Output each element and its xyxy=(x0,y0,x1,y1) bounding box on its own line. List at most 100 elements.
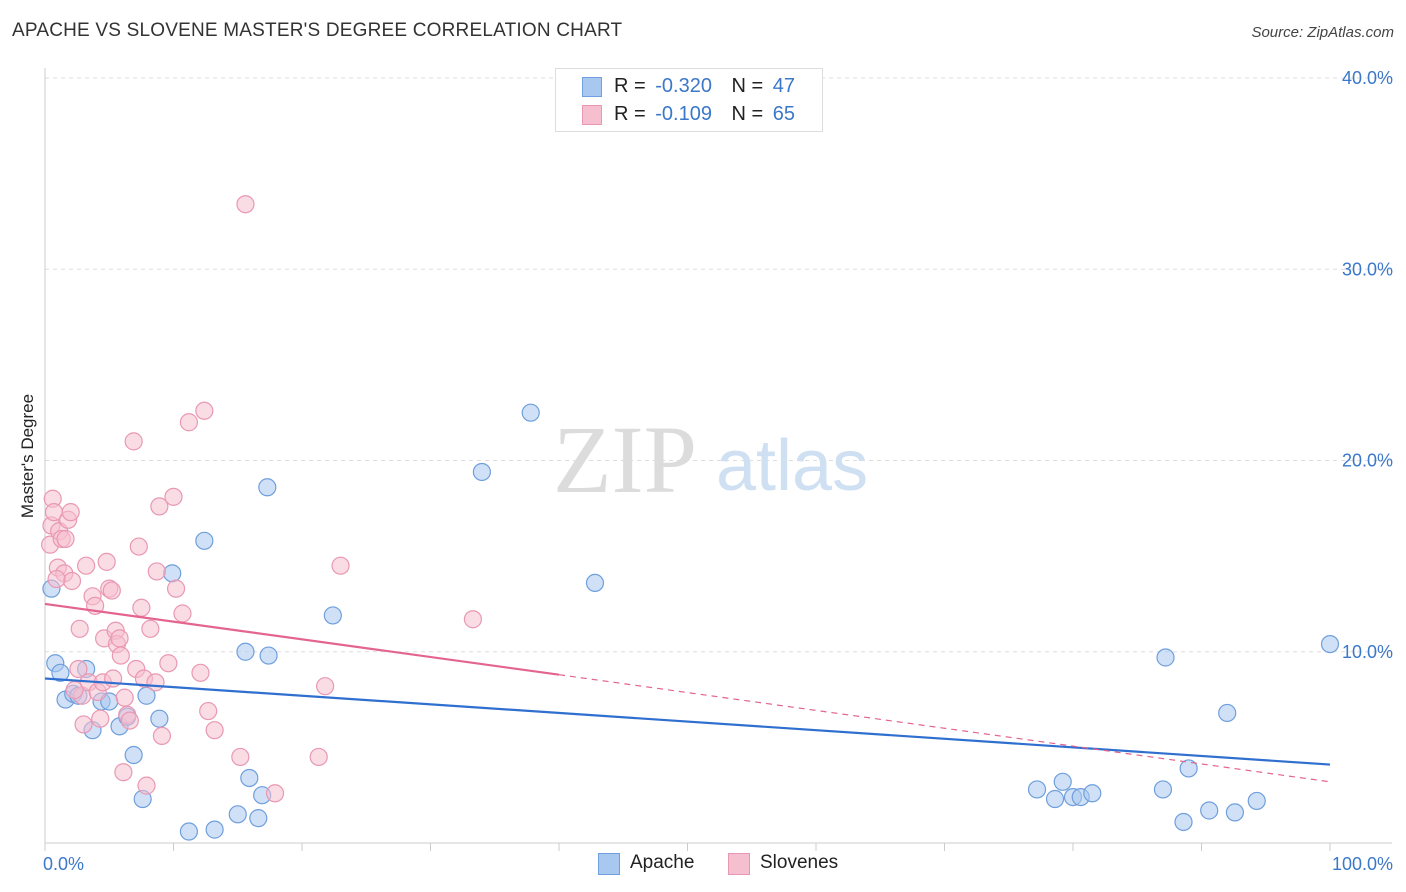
slovene-point xyxy=(132,598,151,617)
trend-layer xyxy=(44,602,1331,783)
apache-point xyxy=(205,820,224,839)
slovene-point xyxy=(97,552,116,571)
apache-point xyxy=(124,745,143,765)
watermark-zip: ZIP xyxy=(553,406,697,513)
apache-point xyxy=(1045,789,1065,809)
apache-point xyxy=(1174,812,1193,832)
slovene-point xyxy=(110,629,129,648)
slovene-point xyxy=(114,763,133,782)
slovene-point xyxy=(74,715,93,734)
apache-point xyxy=(1179,759,1198,778)
apache-point xyxy=(323,606,342,625)
slovene-point xyxy=(195,401,214,420)
slovene-point xyxy=(205,721,224,740)
axes-layer xyxy=(44,68,1392,851)
slovenes-legend-label: Slovenes xyxy=(760,852,839,873)
apache-point xyxy=(228,805,247,824)
slovene-point xyxy=(166,579,186,598)
slovene-point xyxy=(120,711,139,730)
slovene-point xyxy=(231,747,250,767)
slovene-point xyxy=(147,562,166,581)
slovene-point xyxy=(173,604,192,623)
apache-swatch xyxy=(582,77,602,97)
apache-point xyxy=(1027,780,1047,799)
stats-legend: R = -0.320 N = 47 R = -0.109 N = 65 xyxy=(555,68,823,132)
slovenes-legend-swatch xyxy=(728,853,750,875)
slovene-point xyxy=(70,619,89,638)
apache-point xyxy=(249,809,268,828)
slovene-point xyxy=(309,747,328,767)
apache-point xyxy=(521,403,540,422)
slovene-point xyxy=(69,659,88,679)
apache-point xyxy=(150,709,169,728)
apache-point xyxy=(472,462,491,482)
apache-point xyxy=(236,642,255,661)
slovene-point xyxy=(463,610,483,629)
slovenes-swatch xyxy=(582,105,602,125)
apache-point xyxy=(585,573,605,593)
apache-point xyxy=(1053,772,1072,791)
x-tick-label-end: 100.0% xyxy=(1332,854,1393,874)
slovene-point xyxy=(65,680,84,700)
apache-legend-swatch xyxy=(598,853,620,875)
points-layer xyxy=(41,195,1340,841)
y-tick-label: 30.0% xyxy=(1342,259,1393,279)
slovene-point xyxy=(179,413,199,432)
apache-n-value: 47 xyxy=(772,75,796,97)
apache-n-label: N = xyxy=(731,75,764,97)
slovene-point xyxy=(102,581,121,600)
slovene-trend-line xyxy=(44,602,560,676)
apache-point xyxy=(195,531,214,550)
apache-point xyxy=(1083,784,1102,803)
apache-point xyxy=(179,822,199,841)
slovenes-r-label: R = xyxy=(614,103,646,125)
slovene-point xyxy=(331,556,350,575)
slovene-point xyxy=(56,529,75,549)
labels-layer: 10.0% 20.0% 30.0% 40.0% 0.0% 100.0% Master's D… xyxy=(18,68,1393,874)
slovene-point xyxy=(124,432,143,451)
apache-point xyxy=(1247,791,1266,811)
y-tick-label: 40.0% xyxy=(1342,68,1393,88)
slovene-point xyxy=(137,776,156,795)
y-tick-label: 10.0% xyxy=(1342,642,1393,662)
y-axis-title: Master's Degree xyxy=(18,394,37,518)
apache-point xyxy=(258,478,277,497)
slovene-point xyxy=(47,569,66,589)
slovene-point xyxy=(62,571,82,591)
apache-point xyxy=(51,663,70,682)
slovene-point xyxy=(129,537,148,556)
slovene-point xyxy=(111,646,130,665)
apache-trend-line xyxy=(44,677,1331,766)
apache-point xyxy=(1156,648,1175,667)
slovene-point xyxy=(152,726,172,746)
slovene-point xyxy=(77,556,96,575)
slovene-point xyxy=(115,688,134,707)
apache-r-value: -0.320 xyxy=(655,75,712,97)
watermark: ZIP atlas xyxy=(553,406,868,513)
slovenes-n-value: 65 xyxy=(772,103,796,125)
slovene-point xyxy=(141,619,160,638)
y-tick-label: 20.0% xyxy=(1342,451,1393,471)
slovenes-n-label: N = xyxy=(731,103,764,125)
apache-point xyxy=(1320,634,1340,654)
slovene-trend-extension xyxy=(558,674,1331,783)
apache-r-label: R = xyxy=(614,75,646,97)
apache-point xyxy=(259,646,278,665)
slovene-point xyxy=(91,709,110,728)
slovene-point xyxy=(265,784,285,803)
apache-point xyxy=(1218,703,1237,723)
watermark-atlas: atlas xyxy=(716,426,868,506)
chart-title: APACHE VS SLOVENE MASTER'S DEGREE CORREL… xyxy=(12,20,623,41)
slovene-point xyxy=(191,663,210,682)
source-credit: Source: ZipAtlas.com xyxy=(1251,24,1394,41)
slovene-point xyxy=(159,654,178,673)
slovene-point xyxy=(316,677,335,696)
x-tick-label-start: 0.0% xyxy=(43,854,84,874)
slovene-point xyxy=(146,673,165,692)
slovene-point xyxy=(150,497,169,516)
apache-legend-label: Apache xyxy=(630,852,695,873)
apache-point xyxy=(1153,780,1173,799)
slovene-point xyxy=(236,195,255,214)
slovenes-r-value: -0.109 xyxy=(655,103,712,125)
